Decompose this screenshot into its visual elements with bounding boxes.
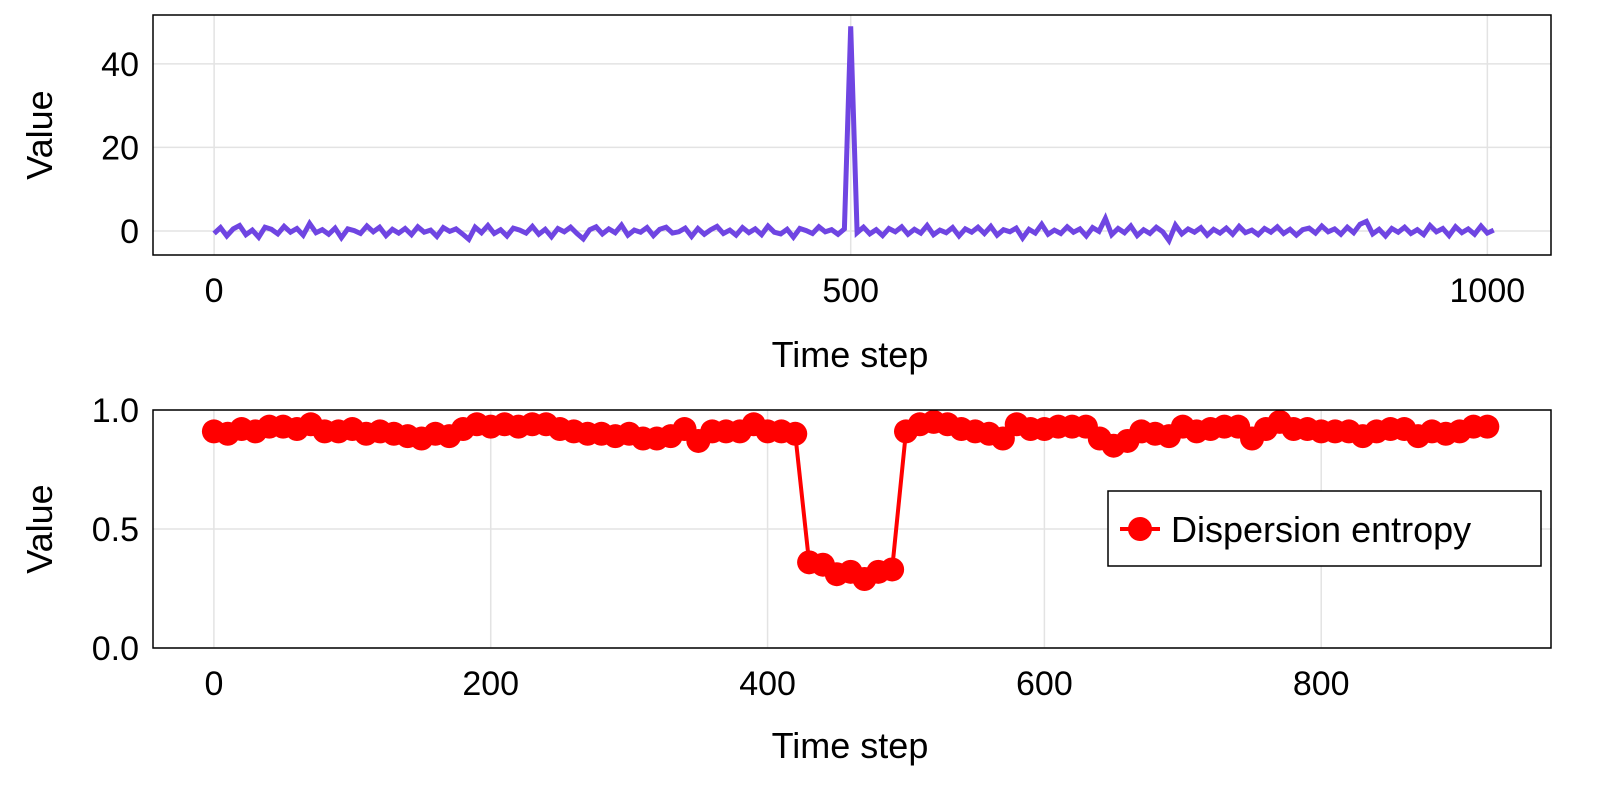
legend-marker-swatch [1128, 517, 1152, 541]
x-axis-label: Time step [772, 334, 929, 375]
data-point [1475, 414, 1500, 439]
x-tick-label: 200 [462, 665, 519, 703]
y-tick-label: 1.0 [92, 392, 139, 430]
x-tick-label: 500 [822, 272, 879, 310]
data-point [783, 421, 808, 446]
x-tick-label: 1000 [1450, 272, 1526, 310]
y-tick-label: 40 [101, 46, 139, 84]
y-axis-label: Value [19, 484, 60, 573]
panel-2: 0 200 400 600 800 0.0 0.5 1.0 Time step Value Disp… [19, 392, 1552, 766]
x-tick-label: 400 [739, 665, 796, 703]
y-tick-label: 20 [101, 129, 139, 167]
x-tick-label: 0 [205, 272, 224, 310]
plot-frame [152, 409, 1552, 649]
x-tick-label: 600 [1016, 665, 1073, 703]
panel-1: 0 500 1000 0 20 40 Time step Value [19, 14, 1552, 375]
series-line [212, 26, 1495, 246]
legend-box [1107, 490, 1542, 567]
plot-frame [152, 14, 1552, 256]
y-tick-label: 0.0 [92, 630, 139, 668]
legend-label: Dispersion entropy [1171, 509, 1471, 550]
data-point [880, 557, 905, 582]
y-tick-label: 0 [120, 213, 139, 251]
x-tick-label: 0 [204, 665, 223, 703]
x-axis-label: Time step [772, 725, 929, 766]
y-axis-label: Value [19, 90, 60, 179]
x-tick-label: 800 [1293, 665, 1350, 703]
y-tick-label: 0.5 [92, 511, 139, 549]
legend: Dispersion entropy [1107, 490, 1542, 567]
